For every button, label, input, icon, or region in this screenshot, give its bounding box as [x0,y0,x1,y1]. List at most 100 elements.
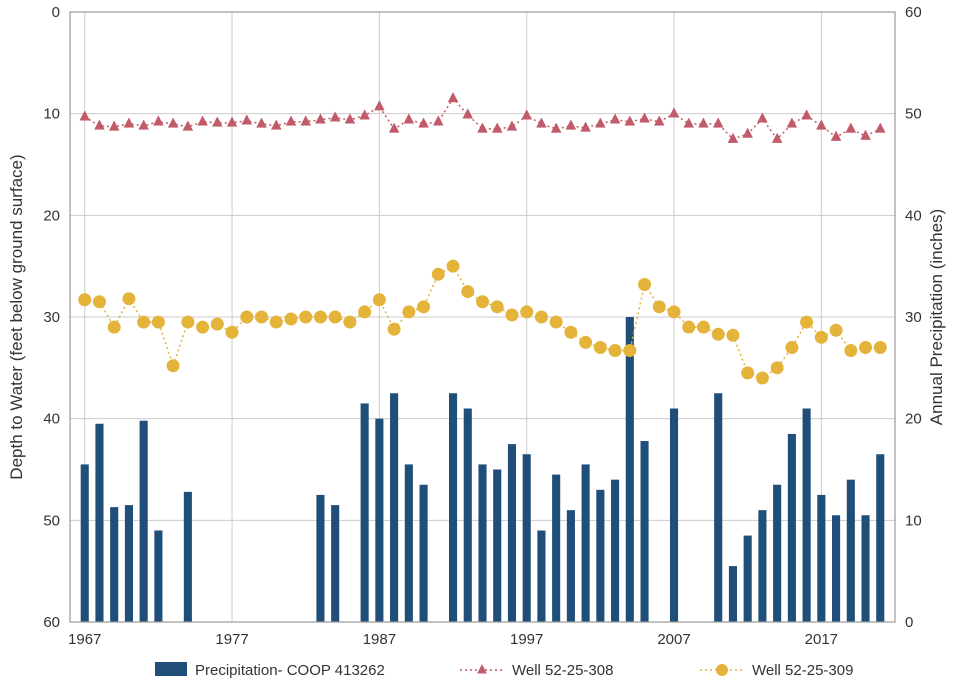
bar [140,421,148,622]
y-left-tick-label: 0 [52,4,60,21]
chart-svg: 1967197719871997200720170102030405060010… [0,0,960,699]
x-tick-label: 2007 [657,631,690,648]
marker-circle [270,316,282,328]
marker-circle [123,293,135,305]
bar [125,505,133,622]
bar [390,393,398,622]
bar [449,393,457,622]
y-right-tick-label: 40 [905,207,922,224]
marker-circle [226,326,238,338]
y-right-tick-label: 30 [905,309,922,326]
bar [95,424,103,622]
marker-circle [388,323,400,335]
chart-container: 1967197719871997200720170102030405060010… [0,0,960,699]
marker-circle [462,286,474,298]
marker-circle [93,296,105,308]
marker-circle [359,306,371,318]
x-tick-label: 2017 [805,631,838,648]
bar [420,485,428,622]
marker-circle [860,342,872,354]
bar [552,475,560,622]
y-right-axis-label: Annual Precipitation (inches) [927,209,946,425]
marker-circle [624,345,636,357]
marker-circle [314,311,326,323]
marker-circle [771,362,783,374]
bar [861,515,869,622]
marker-circle [403,306,415,318]
marker-circle [697,321,709,333]
marker-circle [182,316,194,328]
bar [523,454,531,622]
bar [508,444,516,622]
marker-circle [138,316,150,328]
marker-circle [683,321,695,333]
marker-circle [874,342,886,354]
marker-circle [418,301,430,313]
bar [361,403,369,622]
marker-circle [432,268,444,280]
marker-circle [668,306,680,318]
y-right-tick-label: 0 [905,614,913,631]
marker-circle [329,311,341,323]
bar [626,317,634,622]
bar [670,409,678,623]
marker-circle [712,328,724,340]
marker-circle [241,311,253,323]
y-left-tick-label: 40 [43,411,60,428]
marker-circle [256,311,268,323]
x-tick-label: 1977 [215,631,248,648]
bar [641,441,649,622]
marker-circle [727,329,739,341]
marker-circle [756,372,768,384]
bar [375,419,383,622]
x-tick-label: 1987 [363,631,396,648]
legend-marker-circle [716,664,728,676]
bar [817,495,825,622]
bar [788,434,796,622]
marker-circle [373,294,385,306]
y-left-tick-label: 10 [43,106,60,123]
bar [773,485,781,622]
marker-circle [521,306,533,318]
bar [832,515,840,622]
marker-circle [211,318,223,330]
marker-circle [285,313,297,325]
bar [803,409,811,623]
bar [729,566,737,622]
bar [876,454,884,622]
bar [464,409,472,623]
legend-label-precip: Precipitation- COOP 413262 [195,662,385,679]
marker-circle [594,342,606,354]
bar [154,531,162,623]
y-right-tick-label: 60 [905,4,922,21]
marker-circle [506,309,518,321]
marker-circle [742,367,754,379]
marker-circle [344,316,356,328]
bar [81,464,89,622]
bar [478,464,486,622]
bar [110,507,118,622]
bar [405,464,413,622]
legend-label-series: Well 52-25-309 [752,662,853,679]
x-tick-label: 1967 [68,631,101,648]
bar [744,536,752,622]
y-left-axis-label: Depth to Water (feet below ground surfac… [7,154,26,479]
bar [331,505,339,622]
marker-circle [845,345,857,357]
bar [714,393,722,622]
y-left-tick-label: 50 [43,512,60,529]
marker-circle [565,326,577,338]
marker-circle [197,321,209,333]
x-tick-label: 1997 [510,631,543,648]
bar [184,492,192,622]
legend-label-series: Well 52-25-308 [512,662,613,679]
marker-circle [801,316,813,328]
marker-circle [639,278,651,290]
marker-circle [830,324,842,336]
bar [537,531,545,623]
marker-circle [580,336,592,348]
marker-circle [477,296,489,308]
bar [567,510,575,622]
bar [582,464,590,622]
marker-circle [167,360,179,372]
